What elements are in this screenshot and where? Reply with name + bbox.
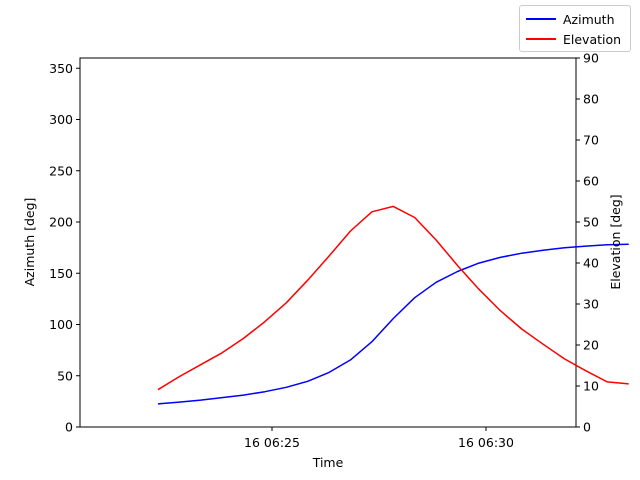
left-y-axis-ticks: 0 50 100 150 200 250 300 350 [49,61,80,435]
left-y-tick-label: 0 [65,420,73,435]
legend-swatch-elevation [526,38,556,40]
right-y-tick-label: 40 [583,256,599,271]
legend: Azimuth Elevation [519,5,631,52]
left-y-tick-label: 50 [57,368,73,383]
legend-swatch-azimuth [526,18,556,20]
right-y-tick-label: 90 [583,51,599,66]
right-y-axis-label: Elevation [deg] [608,194,623,289]
right-y-tick-label: 70 [583,133,599,148]
x-tick-label: 16 06:25 [244,435,300,450]
left-y-tick-label: 300 [49,112,73,127]
right-y-tick-label: 20 [583,338,599,353]
right-y-tick-label: 80 [583,92,599,107]
legend-item-elevation: Elevation [526,30,621,48]
right-y-tick-label: 50 [583,215,599,230]
series-layer [157,205,629,405]
left-y-tick-label: 250 [49,163,73,178]
plot-area [79,57,577,428]
left-y-tick-label: 350 [49,61,73,76]
x-axis-label: Time [312,455,344,470]
legend-label-azimuth: Azimuth [563,11,615,27]
left-y-tick-label: 200 [49,215,73,230]
right-y-tick-label: 10 [583,379,599,394]
right-y-tick-label: 0 [583,420,591,435]
left-y-axis-label: Azimuth [deg] [22,198,37,287]
series-line-elevation [157,205,629,391]
legend-item-azimuth: Azimuth [526,10,615,28]
legend-label-elevation: Elevation [563,31,622,47]
series-line-azimuth [157,243,629,405]
right-y-tick-label: 30 [583,297,599,312]
left-y-tick-label: 100 [49,317,73,332]
x-axis-ticks: 16 06:25 16 06:30 [244,427,514,450]
right-y-tick-label: 60 [583,174,599,189]
left-y-tick-label: 150 [49,266,73,281]
x-tick-label: 16 06:30 [458,435,514,450]
right-y-axis-ticks: 0 10 20 30 40 50 60 70 80 90 [576,51,599,435]
